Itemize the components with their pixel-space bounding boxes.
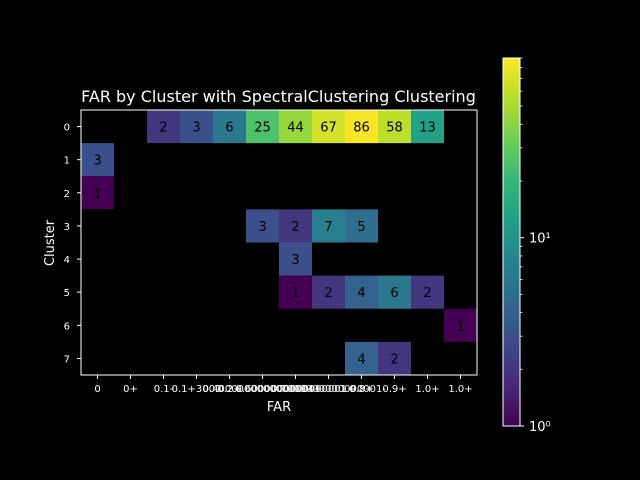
cell-value-label: 6 <box>225 121 233 136</box>
cell-value-label: 3 <box>192 121 200 136</box>
heatmap-cell <box>312 275 345 309</box>
x-axis-label: FAR <box>267 400 291 415</box>
colorbar-ticks: 10⁰ 10¹ <box>520 57 551 435</box>
colorbar-tick-label: 10¹ <box>529 232 551 247</box>
heatmap-cell <box>378 275 411 309</box>
x-tick-label: 0.1+3000 <box>172 384 222 395</box>
x-tick-label: 0.2+ <box>217 384 241 395</box>
x-tick-label: 0.9+ <box>382 384 406 395</box>
cell-value-label: 1 <box>291 286 299 301</box>
y-tick-label: 7 <box>64 354 70 365</box>
heatmap-cell <box>345 275 378 309</box>
cell-value-label: 1 <box>456 319 464 334</box>
x-tick-label: 0.4000000000000004+ <box>203 384 323 395</box>
cell-value-label: 44 <box>287 121 304 136</box>
cell-value-label: 1 <box>93 187 101 202</box>
heatmap-cell <box>246 209 279 243</box>
heatmap-cell <box>411 275 444 309</box>
heatmap-cell <box>246 110 279 144</box>
cell-value-label: 7 <box>324 220 332 235</box>
y-axis-label: Cluster <box>43 219 58 266</box>
cell-value-label: 13 <box>419 121 436 136</box>
y-tick-label: 6 <box>64 321 70 332</box>
x-tick-label: 1.0+ <box>448 384 472 395</box>
colorbar-tick-label: 10⁰ <box>529 420 551 435</box>
cell-value-label: 3 <box>93 154 101 169</box>
heatmap-cell <box>345 110 378 144</box>
plot-frame <box>80 109 478 376</box>
heatmap-cell <box>411 110 444 144</box>
y-tick-label: 0 <box>64 123 70 134</box>
y-tick-label: 1 <box>64 156 70 167</box>
cell-value-label: 2 <box>159 121 167 136</box>
cell-value-label: 2 <box>423 286 431 301</box>
chart-title: FAR by Cluster with SpectralClustering C… <box>81 87 476 106</box>
heatmap-cell <box>312 110 345 144</box>
cell-value-label: 4 <box>357 286 365 301</box>
cell-value-label: 2 <box>324 286 332 301</box>
cell-value-label: 5 <box>357 220 365 235</box>
cell-value-label: 4 <box>357 352 365 367</box>
heatmap-cell <box>147 110 180 144</box>
x-tick-label: 0.1- <box>154 384 174 395</box>
heatmap-cell <box>444 308 477 342</box>
y-tick-label: 4 <box>64 255 70 266</box>
y-axis: 0 1 2 3 4 5 6 7 <box>64 123 81 365</box>
heatmap-cell <box>345 209 378 243</box>
heatmap-cell <box>345 341 378 375</box>
cell-value-label: 6 <box>390 286 398 301</box>
heatmap-cell <box>378 110 411 144</box>
y-tick-label: 3 <box>64 222 70 233</box>
cell-value-label: 3 <box>291 253 299 268</box>
y-tick-label: 2 <box>64 189 70 200</box>
colorbar <box>502 57 521 427</box>
cell-value-label: 58 <box>386 121 403 136</box>
heatmap-cell <box>279 209 312 243</box>
x-tick-label: 0+ <box>123 384 138 395</box>
cell-value-label: 25 <box>254 121 271 136</box>
cell-value-label: 86 <box>353 121 370 136</box>
x-tick-label: 0 <box>94 384 100 395</box>
cell-value-label: 2 <box>291 220 299 235</box>
y-tick-label: 5 <box>64 288 70 299</box>
heatmap-cell <box>213 110 246 144</box>
x-tick-label: 1.0+ <box>415 384 439 395</box>
x-axis: 0 0+ 0.1-0.1+30000.2+0.4000000000000004+0.… <box>94 375 473 395</box>
heatmap-cell <box>312 209 345 243</box>
heatmap-cell <box>279 275 312 309</box>
x-tick-label: 0.7000000000000001- <box>271 384 386 395</box>
cell-value-label: 67 <box>320 121 337 136</box>
heatmap-cell <box>279 110 312 144</box>
heatmap-cell <box>180 110 213 144</box>
x-tick-label: 0.8+ <box>349 384 373 395</box>
x-tick-label: 0.6000000000000001+ <box>236 384 356 395</box>
heatmap-cell <box>81 176 114 210</box>
cell-value-label: 2 <box>390 352 398 367</box>
heatmap-cell <box>81 143 114 177</box>
heatmap-cell <box>279 242 312 276</box>
cell-value-label: 3 <box>258 220 266 235</box>
heatmap-cell <box>378 341 411 375</box>
